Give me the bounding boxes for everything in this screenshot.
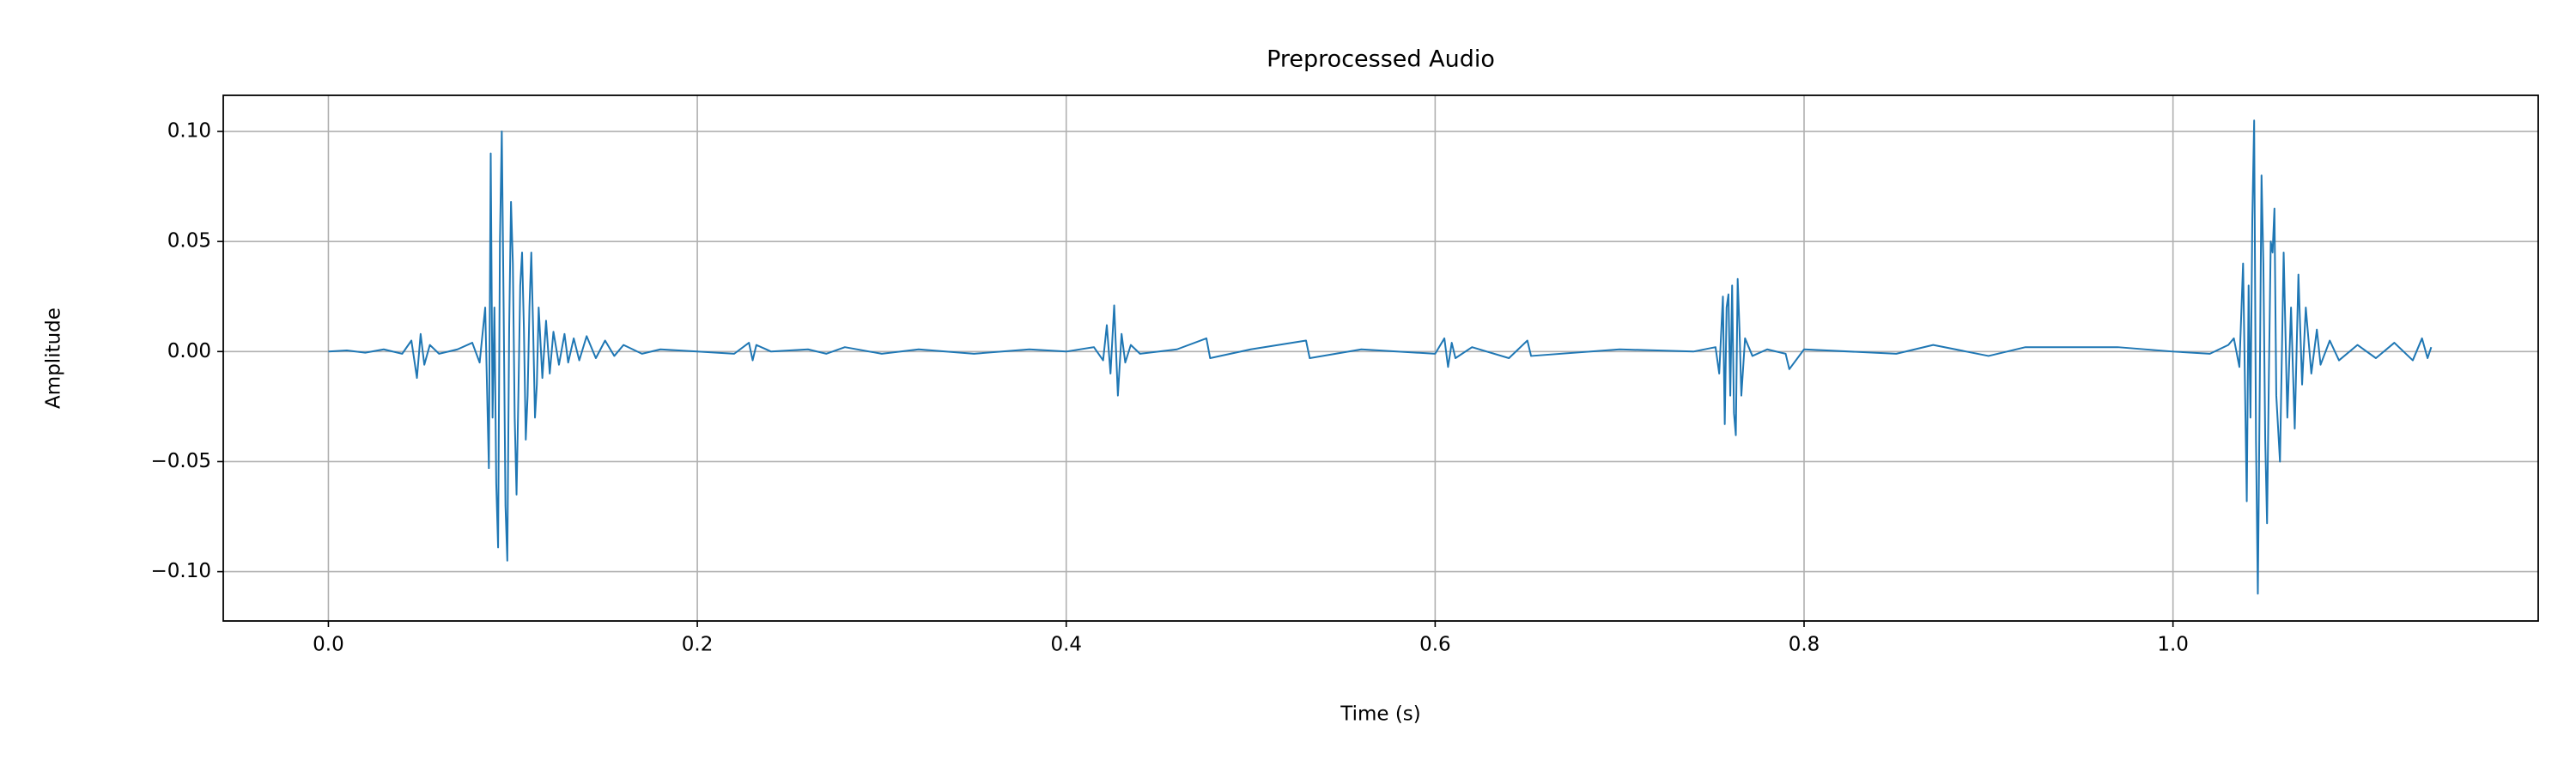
x-tick-label: 0.2 — [682, 634, 714, 656]
y-tick-label: 0.10 — [167, 120, 211, 143]
y-tick-label: 0.05 — [167, 230, 211, 253]
x-tick-label: 0.4 — [1050, 634, 1082, 656]
y-axis-label: Amplitude — [43, 307, 65, 409]
chart-title: Preprocessed Audio — [1267, 46, 1495, 73]
x-tick-label: 0.0 — [313, 634, 344, 656]
y-tick-label: −0.10 — [151, 560, 211, 582]
x-tick-label: 0.6 — [1419, 634, 1451, 656]
x-tick-label: 1.0 — [2157, 634, 2189, 656]
y-tick-label: 0.00 — [167, 340, 211, 362]
y-tick-label: −0.05 — [151, 450, 211, 472]
plot-frame — [222, 94, 2539, 622]
x-tick-label: 0.8 — [1789, 634, 1820, 656]
x-axis-label: Time (s) — [1340, 703, 1421, 726]
waveform-line — [328, 119, 2433, 595]
